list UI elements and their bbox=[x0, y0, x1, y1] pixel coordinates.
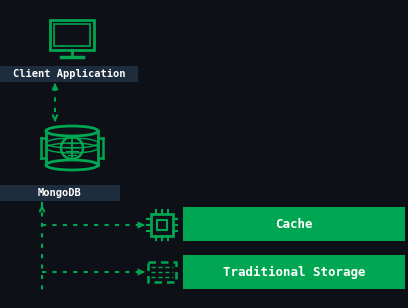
FancyBboxPatch shape bbox=[0, 185, 120, 201]
Text: Traditional Storage: Traditional Storage bbox=[223, 265, 365, 278]
Text: Cache: Cache bbox=[275, 217, 313, 230]
Text: MongoDB: MongoDB bbox=[38, 188, 82, 198]
FancyBboxPatch shape bbox=[0, 66, 138, 82]
FancyBboxPatch shape bbox=[183, 255, 405, 289]
Text: Client Application: Client Application bbox=[13, 69, 125, 79]
FancyBboxPatch shape bbox=[183, 207, 405, 241]
